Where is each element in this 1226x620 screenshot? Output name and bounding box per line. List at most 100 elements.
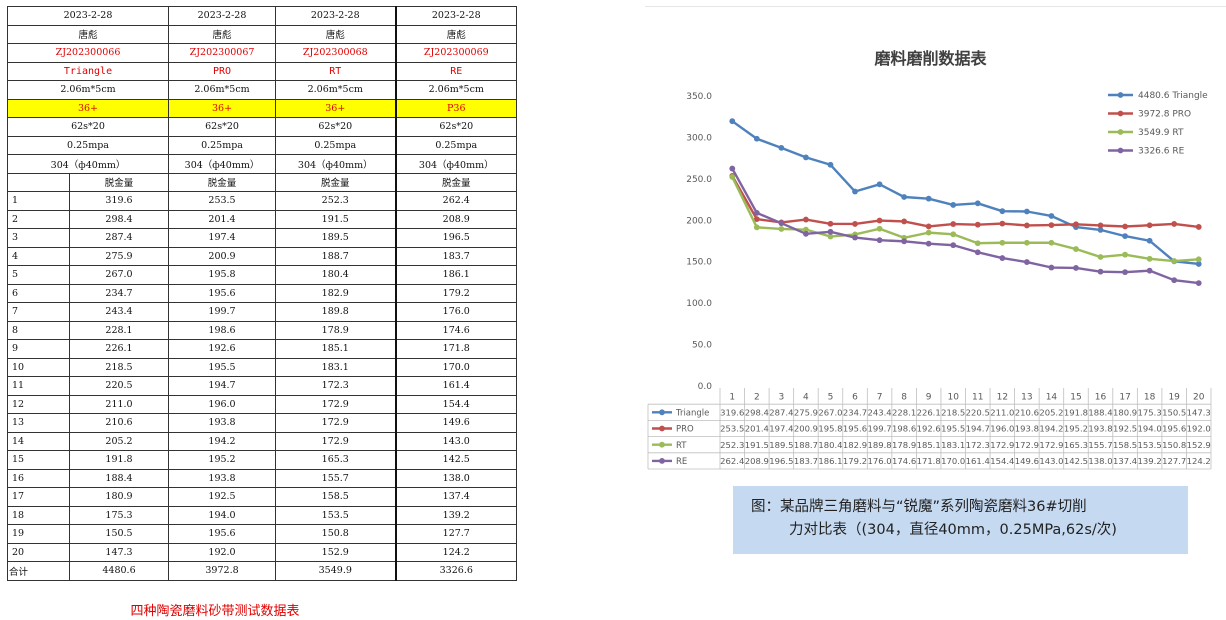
table-data-label: 183.7 xyxy=(794,457,818,466)
x-tick-label: 16 xyxy=(1095,393,1107,403)
table-row: 14 205.2 194.2 172.9 143.0 xyxy=(7,431,518,451)
grit-row: 36+ 36+ 36+ P36 xyxy=(6,98,518,118)
chart-top-border xyxy=(645,6,1226,7)
value-cell: 175.3 xyxy=(68,505,170,525)
size-row: 2.06m*5cm 2.06m*5cm 2.06m*5cm 2.06m*5cm xyxy=(6,80,518,100)
table-data-label: 191.8 xyxy=(1064,409,1088,418)
date-row: 2023-2-28 2023-2-28 2023-2-28 2023-2-28 xyxy=(6,6,518,26)
grit-row-cell: P36 xyxy=(395,98,518,118)
table-data-label: 195.5 xyxy=(941,425,965,434)
row-index-cell: 4 xyxy=(7,246,70,266)
value-cell: 193.8 xyxy=(168,468,277,488)
data-point-re xyxy=(999,255,1006,261)
table-data-label: 208.9 xyxy=(745,457,769,466)
operator-row-cell: 唐彪 xyxy=(168,24,277,44)
row-index-cell: 20 xyxy=(7,542,70,562)
table-data-label: 180.4 xyxy=(818,441,842,450)
value-cell: 189.5 xyxy=(275,228,397,248)
y-tick-label: 300.0 xyxy=(686,133,712,143)
data-point-rt xyxy=(974,240,981,247)
data-point-rt xyxy=(1122,251,1128,258)
value-cell: 267.0 xyxy=(68,265,170,285)
table-row: 13 210.6 193.8 172.9 149.6 xyxy=(7,413,518,433)
table-data-label: 158.5 xyxy=(1113,441,1137,450)
product-name-row-cell: RE xyxy=(395,61,518,81)
table-data-label: 319.6 xyxy=(720,409,744,418)
pressure-row-cell: 0.25mpa xyxy=(395,135,518,155)
table-data-label: 195.6 xyxy=(843,425,867,434)
table-data-label: 147.3 xyxy=(1187,409,1211,418)
row-index-cell: 2 xyxy=(7,209,70,229)
table-data-label: 298.4 xyxy=(745,409,769,418)
time-row-cell: 62s*20 xyxy=(168,117,277,137)
value-cell: 179.2 xyxy=(395,283,518,303)
value-cell: 172.9 xyxy=(275,413,397,433)
table-data-label: 192.6 xyxy=(917,425,941,434)
value-cell: 154.4 xyxy=(395,394,518,414)
value-cell: 195.8 xyxy=(168,265,277,285)
value-cell: 192.0 xyxy=(168,542,277,562)
table-row: 20 147.3 192.0 152.9 124.2 xyxy=(7,542,518,562)
data-point-triangle xyxy=(803,154,809,161)
x-tick-label: 10 xyxy=(947,393,959,403)
row-index-cell: 3 xyxy=(7,228,70,248)
table-series-name: RE xyxy=(676,457,687,467)
column-header-cell: 脱金量 xyxy=(68,172,170,192)
operator-row-cell: 唐彪 xyxy=(395,24,518,44)
data-point-re xyxy=(1195,280,1202,286)
data-point-re xyxy=(1146,267,1153,274)
table-data-label: 161.4 xyxy=(966,457,990,466)
size-row-cell: 2.06m*5cm xyxy=(275,80,397,100)
size-row-cell: 2.06m*5cm xyxy=(168,80,277,100)
data-point-re xyxy=(852,234,858,241)
table-row: 11 220.5 194.7 172.3 161.4 xyxy=(7,376,518,396)
table-data-label: 201.4 xyxy=(745,425,769,434)
data-point-re xyxy=(1122,269,1128,276)
value-cell: 234.7 xyxy=(68,283,170,303)
product-name-row-cell: PRO xyxy=(168,61,277,81)
table-data-label: 150.5 xyxy=(1162,409,1186,418)
value-cell: 158.5 xyxy=(275,487,397,507)
data-point-triangle xyxy=(1048,213,1055,219)
total-value-cell: 4480.6 xyxy=(68,561,170,581)
table-data-label: 172.9 xyxy=(1015,441,1039,450)
chart-caption-line-1: 图：某品牌三角磨料与“锐魔”系列陶瓷磨料36#切削 xyxy=(751,499,1087,515)
data-point-triangle xyxy=(925,195,932,202)
value-cell: 192.6 xyxy=(168,339,277,359)
grit-row-cell: 36+ xyxy=(275,98,397,118)
row-index-cell: 9 xyxy=(7,339,70,359)
operator-row: 唐彪 唐彪 唐彪 唐彪 xyxy=(6,24,518,44)
y-tick-label: 150.0 xyxy=(686,258,712,268)
data-point-rt xyxy=(950,231,957,238)
data-point-pro xyxy=(753,216,760,223)
value-cell: 198.6 xyxy=(168,320,277,340)
row-index-cell: 1 xyxy=(7,191,70,211)
series-line-rt xyxy=(731,176,1199,263)
table-data-label: 172.9 xyxy=(990,441,1014,450)
table-data-label: 188.4 xyxy=(1088,409,1112,418)
table-data-label: 178.9 xyxy=(892,441,916,450)
code-row-cell: ZJ202300066 xyxy=(6,43,170,63)
table-data-label: 155.7 xyxy=(1088,441,1112,450)
value-cell: 155.7 xyxy=(275,468,397,488)
legend-label-pro: 3972.8 PRO xyxy=(1138,110,1191,120)
value-cell: 174.6 xyxy=(395,320,518,340)
value-cell: 191.8 xyxy=(68,450,170,470)
row-index-cell: 6 xyxy=(7,283,70,303)
table-data-label: 228.1 xyxy=(892,409,916,418)
total-value-cell: 3972.8 xyxy=(168,561,277,581)
table-data-label: 170.0 xyxy=(941,457,965,466)
table-data-label: 172.9 xyxy=(1039,441,1063,450)
legend-marker-re xyxy=(1117,147,1124,154)
table-data-label: 275.9 xyxy=(794,409,818,418)
x-tick-label: 12 xyxy=(997,393,1008,403)
value-cell: 191.5 xyxy=(275,209,397,229)
table-data-label: 234.7 xyxy=(843,409,867,418)
data-point-pro xyxy=(950,221,957,227)
data-point-rt xyxy=(803,226,809,233)
value-cell: 172.9 xyxy=(275,431,397,451)
table-data-label: 185.1 xyxy=(917,441,941,450)
row-index-cell: 17 xyxy=(7,487,70,507)
x-tick-label: 8 xyxy=(901,393,907,403)
